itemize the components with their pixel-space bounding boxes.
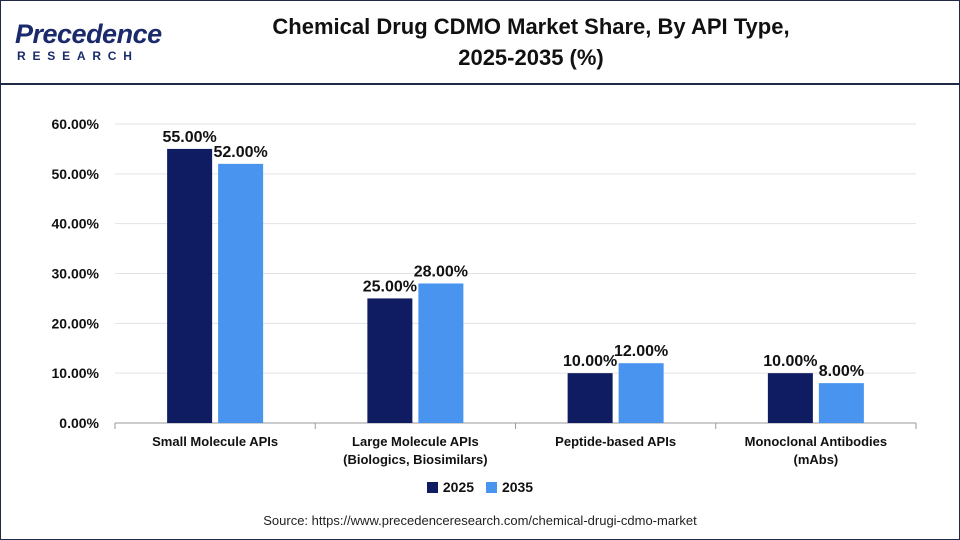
bar-2035 bbox=[418, 283, 464, 423]
chart-title-line2: 2025-2035 (%) bbox=[458, 45, 604, 70]
bar-2035 bbox=[618, 363, 664, 423]
header: Precedence RESEARCH Chemical Drug CDMO M… bbox=[1, 1, 959, 85]
y-tick-label: 0.00% bbox=[59, 415, 99, 431]
legend-item-2035: 2035 bbox=[485, 479, 534, 495]
data-label: 52.00% bbox=[213, 144, 267, 161]
data-label: 12.00% bbox=[614, 343, 668, 360]
data-label: 28.00% bbox=[414, 263, 468, 280]
legend-label-2025: 2025 bbox=[442, 479, 475, 495]
bar-2025 bbox=[767, 373, 813, 423]
data-label: 55.00% bbox=[162, 129, 216, 146]
x-tick-label: Large Molecule APIs bbox=[352, 434, 479, 449]
bar-2025 bbox=[367, 298, 413, 423]
x-tick-label: Peptide-based APIs bbox=[555, 434, 676, 449]
legend-swatch-2035 bbox=[485, 482, 497, 493]
brand-sub: RESEARCH bbox=[17, 49, 139, 63]
legend-label-2035: 2035 bbox=[501, 479, 534, 495]
y-tick-label: 40.00% bbox=[52, 216, 100, 232]
bar-2025 bbox=[567, 373, 613, 423]
x-tick-label: Monoclonal Antibodies bbox=[745, 434, 888, 449]
brand-logo: Precedence RESEARCH bbox=[15, 15, 175, 65]
y-tick-label: 20.00% bbox=[52, 315, 100, 331]
legend: 2025 2035 bbox=[1, 479, 959, 495]
bar-2025 bbox=[167, 148, 213, 423]
x-tick-label: (mAbs) bbox=[793, 452, 838, 467]
bar-2035 bbox=[218, 163, 264, 423]
data-label: 10.00% bbox=[763, 353, 817, 370]
bar-2035 bbox=[818, 383, 864, 423]
y-tick-label: 60.00% bbox=[52, 116, 100, 132]
y-tick-label: 30.00% bbox=[52, 266, 100, 282]
data-label: 25.00% bbox=[363, 278, 417, 295]
data-label: 8.00% bbox=[819, 363, 864, 380]
data-label: 10.00% bbox=[563, 353, 617, 370]
legend-item-2025: 2025 bbox=[426, 479, 475, 495]
y-tick-label: 10.00% bbox=[52, 365, 100, 381]
x-tick-label: Small Molecule APIs bbox=[152, 434, 278, 449]
chart-title: Chemical Drug CDMO Market Share, By API … bbox=[191, 11, 871, 73]
y-tick-label: 50.00% bbox=[52, 166, 100, 182]
legend-swatch-2025 bbox=[426, 482, 438, 493]
bar-chart: 0.00% 10.00% 20.00% 30.00% 40.00% 50.00% 60.00… bbox=[52, 116, 917, 467]
brand-name: Precedence bbox=[15, 19, 162, 49]
source-note: Source: https://www.precedenceresearch.c… bbox=[263, 513, 697, 528]
x-tick-label: (Biologics, Biosimilars) bbox=[343, 452, 487, 467]
chart-title-line1: Chemical Drug CDMO Market Share, By API … bbox=[272, 14, 790, 39]
